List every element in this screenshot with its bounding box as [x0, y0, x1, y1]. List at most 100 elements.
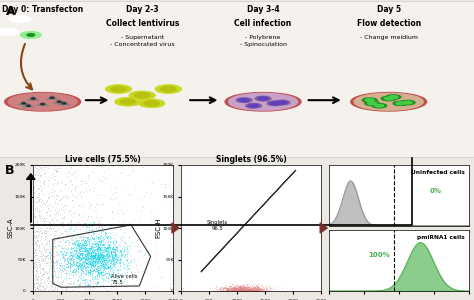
Point [89, 258, 96, 263]
Point [82, 237, 89, 242]
Point [52, 252, 60, 257]
Point [110, 248, 118, 252]
Point [203, 288, 210, 293]
Point [78, 163, 85, 167]
Point [36, 254, 44, 258]
Point [94, 241, 101, 246]
Point [241, 285, 248, 290]
Point [91, 262, 99, 267]
Point [36, 194, 43, 199]
Point [251, 289, 259, 293]
Point [58, 266, 65, 271]
Point [221, 285, 228, 290]
Point [243, 286, 251, 291]
Point [45, 223, 53, 228]
Ellipse shape [389, 96, 398, 98]
Point [83, 248, 91, 253]
Point [263, 288, 271, 293]
Point [80, 243, 87, 248]
Point [73, 163, 81, 167]
Point [89, 262, 97, 267]
Point [51, 189, 59, 194]
Point [238, 286, 246, 291]
Point [223, 288, 230, 292]
Point [89, 261, 96, 266]
Point [30, 234, 37, 239]
Point [169, 231, 177, 236]
Point [83, 256, 91, 261]
Point [33, 218, 41, 223]
Point [109, 249, 117, 254]
Point [166, 285, 173, 290]
Point [241, 289, 249, 293]
Point [245, 288, 252, 293]
Point [72, 163, 80, 167]
Point [244, 289, 251, 293]
Point [79, 246, 87, 250]
Point [42, 254, 50, 259]
Point [60, 229, 68, 233]
Point [46, 252, 54, 256]
Point [45, 250, 53, 255]
Point [35, 286, 42, 291]
Point [74, 263, 82, 268]
Point [100, 242, 108, 247]
Point [102, 234, 109, 239]
Point [32, 163, 39, 167]
Point [40, 201, 48, 206]
Point [34, 233, 41, 238]
Point [230, 289, 238, 293]
Point [255, 287, 263, 292]
Point [103, 163, 110, 167]
Point [235, 287, 243, 292]
Point [79, 266, 86, 270]
Text: Day 2-3: Day 2-3 [126, 5, 158, 14]
Point [118, 252, 126, 257]
Point [109, 249, 117, 254]
Point [47, 253, 55, 258]
Point [91, 241, 99, 246]
Point [169, 256, 177, 260]
Point [245, 289, 252, 293]
Point [229, 286, 237, 291]
Point [74, 244, 82, 248]
Point [56, 163, 64, 167]
Point [239, 289, 247, 293]
Point [245, 289, 252, 293]
Point [34, 163, 42, 167]
Point [37, 183, 45, 188]
Point [243, 289, 250, 293]
Point [33, 200, 40, 205]
Point [95, 245, 102, 250]
Point [111, 262, 119, 267]
Point [113, 245, 121, 250]
Point [39, 192, 46, 197]
Point [101, 245, 109, 250]
Point [100, 249, 108, 254]
Point [54, 238, 61, 243]
Point [82, 238, 90, 243]
Point [82, 227, 89, 232]
Point [227, 289, 235, 293]
Point [258, 289, 266, 293]
Point [87, 188, 94, 193]
Point [43, 164, 50, 169]
Point [85, 163, 93, 167]
Point [61, 163, 68, 167]
Point [100, 259, 108, 263]
Point [87, 259, 95, 263]
Point [91, 280, 99, 285]
Text: Day 0: Transfecton: Day 0: Transfecton [2, 5, 83, 14]
Point [94, 261, 101, 266]
Point [220, 289, 228, 293]
Point [245, 285, 252, 290]
Point [60, 246, 67, 251]
Point [99, 272, 107, 277]
Point [107, 184, 114, 189]
Point [82, 241, 90, 245]
Point [255, 286, 263, 291]
Point [94, 245, 102, 250]
Point [44, 247, 51, 252]
Point [91, 259, 99, 263]
Point [56, 285, 64, 290]
